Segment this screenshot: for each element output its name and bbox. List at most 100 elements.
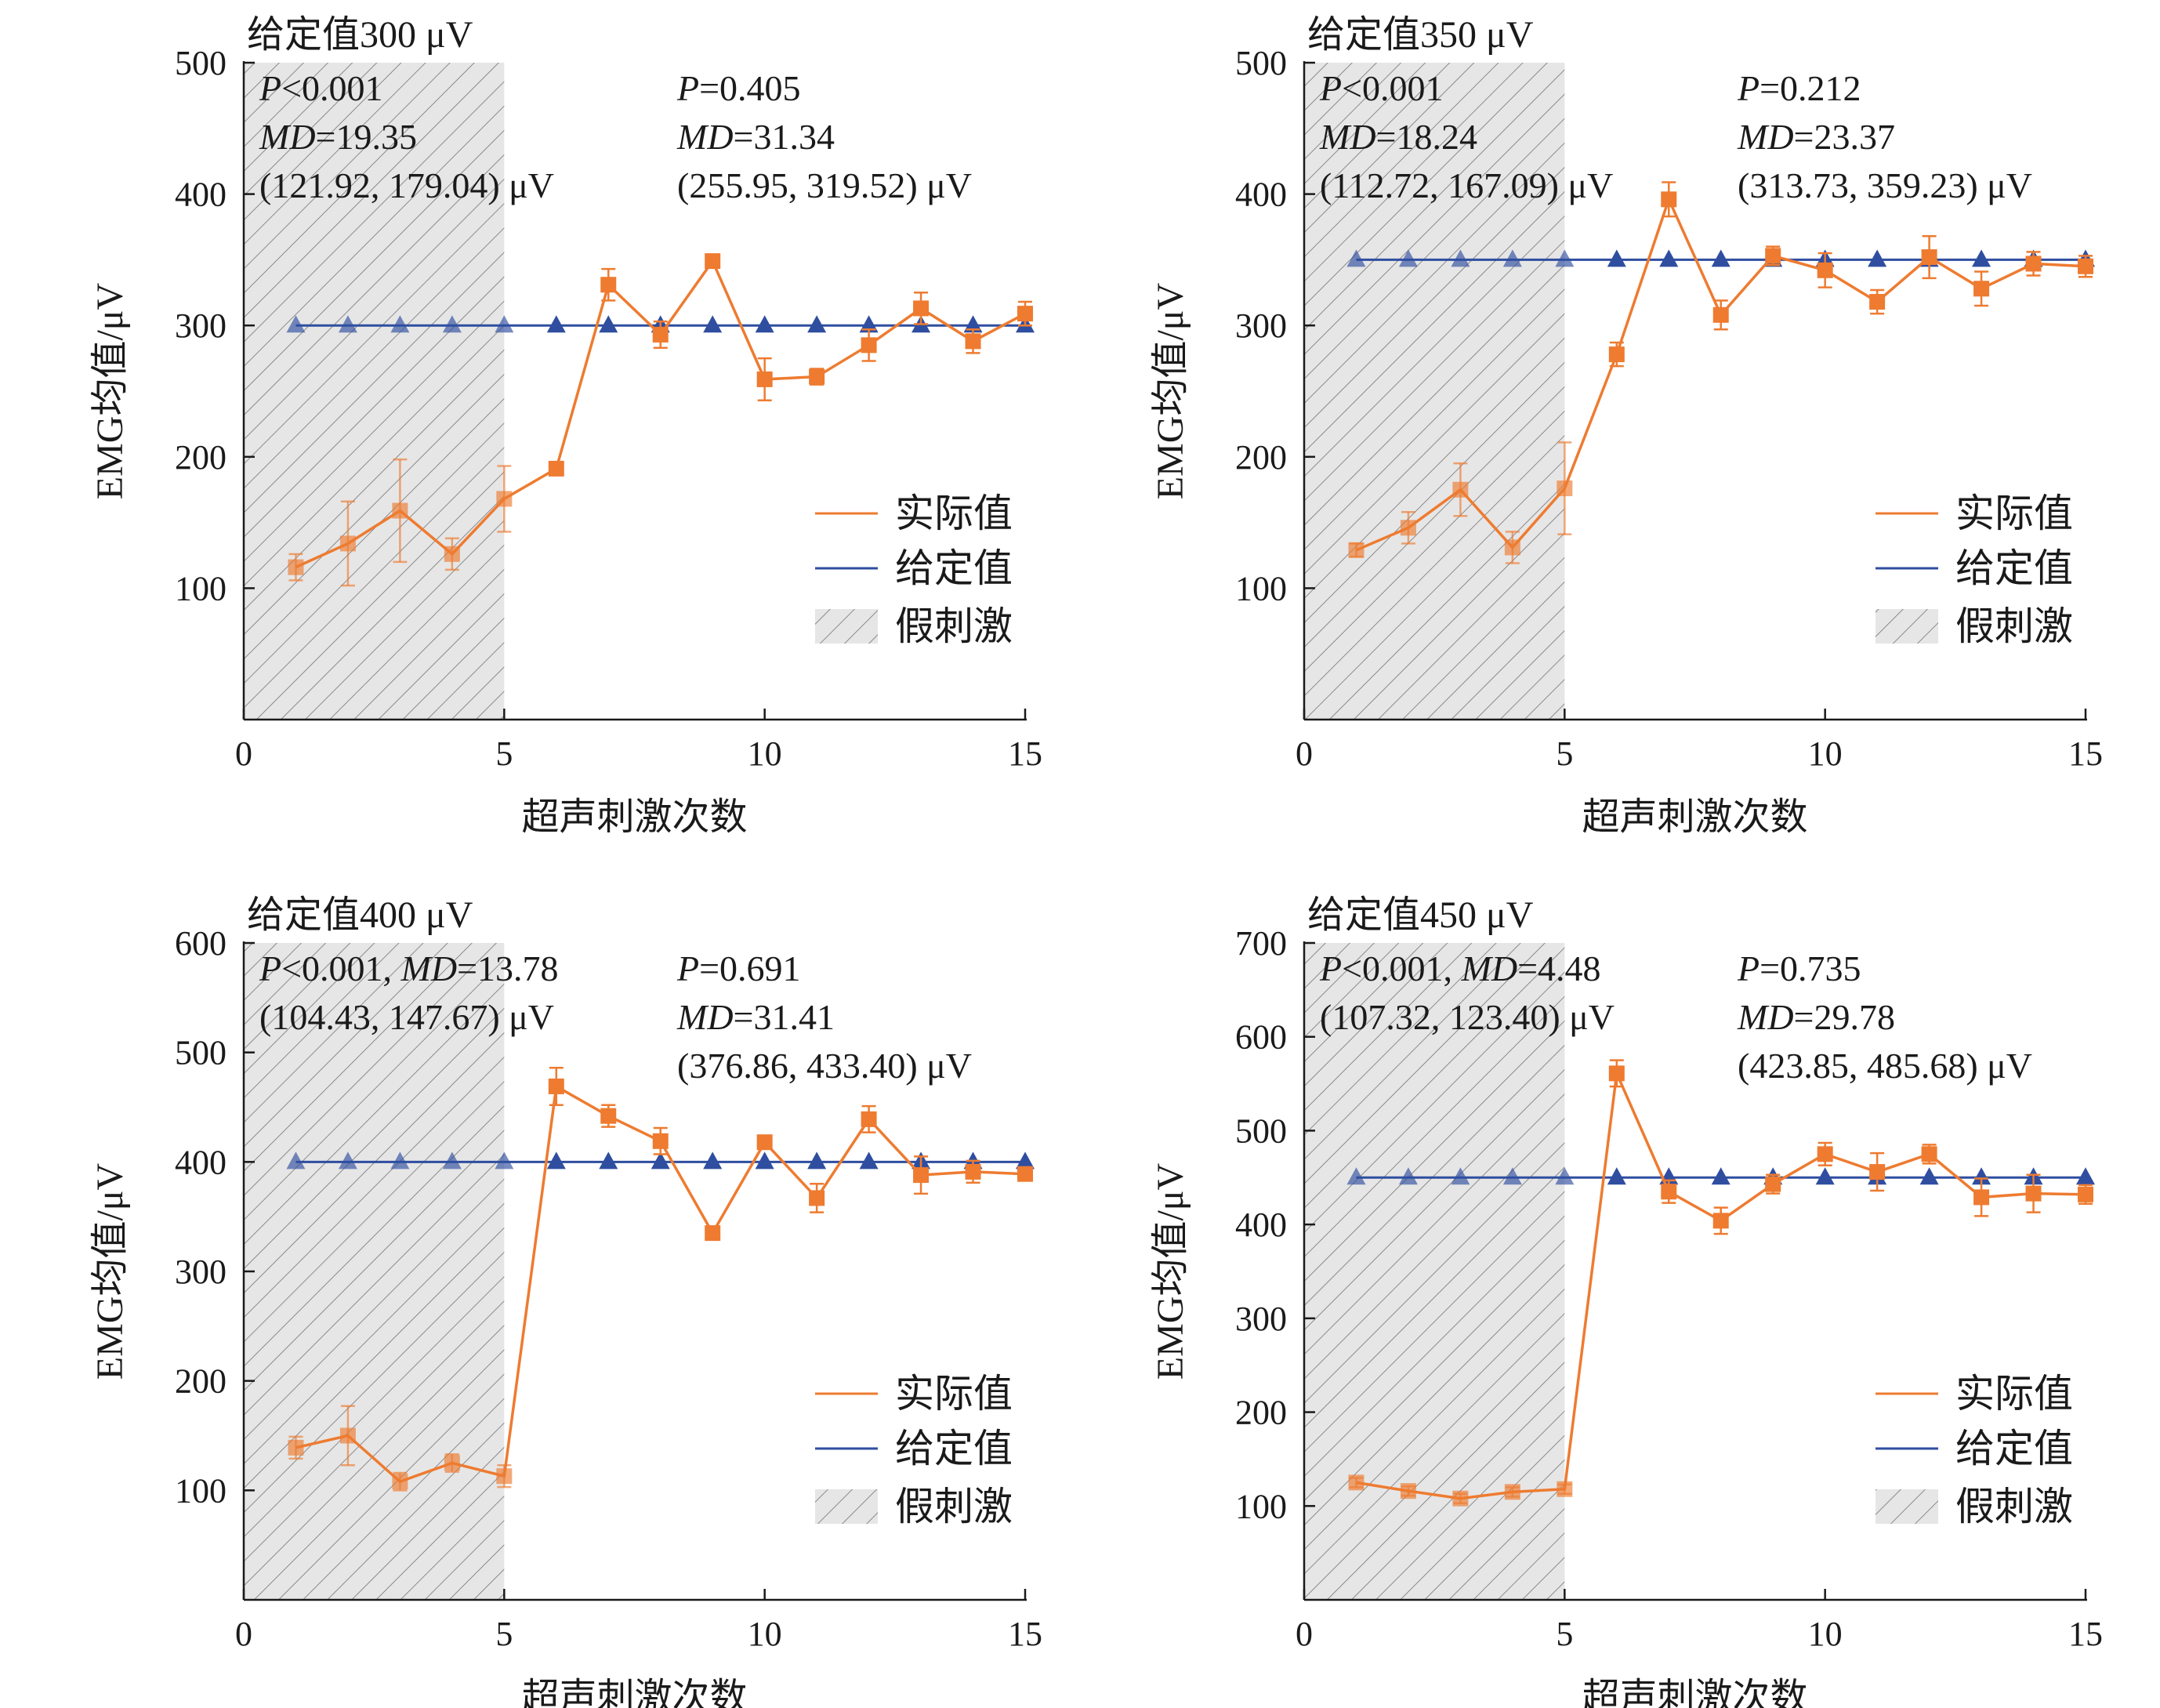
x-axis-title: 超声刺激次数 — [521, 1677, 747, 1708]
legend-label: 实际值 — [895, 1372, 1013, 1416]
data-point — [1557, 1481, 1573, 1497]
series-setpoint — [286, 1151, 1035, 1169]
y-tick-label: 400 — [175, 176, 227, 214]
stat-annotation-right: MD=23.37 — [1737, 117, 1895, 157]
data-point — [1504, 1484, 1520, 1500]
data-point — [1765, 1176, 1781, 1192]
stat-annotation-right: P=0.405 — [676, 68, 801, 108]
y-tick-label: 100 — [1235, 569, 1287, 607]
y-tick-label: 600 — [1235, 1018, 1287, 1057]
series-setpoint — [286, 315, 1035, 333]
data-point — [1607, 1167, 1626, 1185]
data-point — [1400, 520, 1416, 536]
y-tick-label: 200 — [1235, 1394, 1287, 1432]
y-tick-label: 500 — [175, 1034, 227, 1072]
legend-label: 实际值 — [895, 491, 1013, 535]
data-point — [496, 491, 513, 507]
series-actual — [1348, 1059, 2093, 1507]
stat-annotation-right: P=0.735 — [1737, 948, 1861, 988]
stat-annotation-left: P<0.001 — [259, 68, 383, 108]
x-tick-label: 5 — [495, 734, 513, 773]
y-tick-label: 300 — [1235, 1300, 1287, 1338]
stat-annotation-left: P<0.001, MD=13.78 — [259, 948, 559, 988]
data-point — [652, 326, 669, 343]
legend-label: 实际值 — [1955, 491, 2073, 535]
x-tick-label: 10 — [1808, 1615, 1843, 1653]
x-axis-title: 超声刺激次数 — [1582, 796, 1807, 838]
data-point — [1608, 346, 1625, 363]
legend-swatch — [815, 609, 878, 644]
data-point — [1398, 1167, 1418, 1185]
x-tick-label: 10 — [748, 734, 782, 773]
y-tick-label: 600 — [175, 924, 227, 963]
data-point — [1502, 1167, 1522, 1185]
data-point — [548, 460, 564, 477]
y-tick-label: 100 — [1235, 1487, 1287, 1525]
legend-label: 给定值 — [895, 1427, 1013, 1470]
y-axis-title: EMG均值/μV — [1150, 1162, 1191, 1380]
data-point — [859, 315, 879, 333]
stat-annotation-left: P<0.001 — [1319, 68, 1444, 108]
y-tick-label: 400 — [1235, 176, 1287, 214]
sham-region — [244, 63, 505, 720]
legend-label: 假刺激 — [895, 1485, 1013, 1528]
x-tick-label: 0 — [1296, 1615, 1313, 1653]
data-point — [444, 546, 460, 562]
data-point — [756, 1134, 773, 1151]
legend-label: 实际值 — [1955, 1372, 2073, 1416]
data-point — [1452, 481, 1469, 498]
x-tick-label: 10 — [1808, 734, 1843, 773]
series-setpoint — [1346, 249, 2095, 267]
data-point — [1608, 1065, 1625, 1082]
sham-region — [244, 943, 505, 1600]
stat-annotation-right: (376.86, 433.40) μV — [677, 1046, 972, 1086]
panel-title: 给定值450 μV — [1307, 894, 1534, 936]
data-point — [288, 559, 304, 575]
legend-label: 给定值 — [1955, 546, 2073, 590]
stat-annotation-right: MD=31.34 — [676, 117, 835, 157]
chart-panel-1: 0 5 10 15 100 200 300 400 500 给定值300 μV 超声刺激次数 EMG均… — [89, 14, 1042, 838]
data-point — [495, 315, 514, 333]
x-tick-label: 15 — [2068, 734, 2103, 773]
data-point — [1712, 1213, 1729, 1229]
data-point — [1400, 1483, 1416, 1499]
data-point — [913, 300, 930, 317]
data-point — [599, 315, 618, 333]
series-actual — [1348, 181, 2093, 564]
data-point — [705, 253, 721, 270]
data-point — [755, 1151, 774, 1169]
data-point — [444, 1455, 460, 1471]
data-point — [1346, 249, 1366, 267]
data-point — [1016, 1151, 1035, 1169]
x-tick-label: 15 — [1008, 734, 1042, 773]
y-tick-label: 300 — [175, 306, 227, 345]
data-point — [755, 315, 774, 333]
x-tick-label: 15 — [2068, 1615, 2103, 1653]
data-point — [2076, 1167, 2095, 1185]
data-point — [1868, 249, 1887, 267]
data-point — [756, 371, 773, 387]
data-point — [600, 277, 617, 293]
stat-annotation-left: P<0.001, MD=4.48 — [1319, 948, 1601, 988]
stat-annotation-right: (255.95, 319.52) μV — [677, 165, 972, 205]
y-tick-label: 100 — [175, 1471, 227, 1510]
data-point — [339, 1427, 356, 1444]
data-point — [1452, 1490, 1469, 1507]
x-tick-label: 5 — [1556, 1615, 1573, 1653]
legend-label: 给定值 — [1955, 1427, 2073, 1470]
data-point — [809, 368, 825, 385]
data-point — [1017, 306, 1033, 322]
y-tick-label: 200 — [175, 1362, 227, 1401]
stat-annotation-right: P=0.212 — [1737, 68, 1861, 108]
data-point — [963, 315, 983, 333]
panel-title: 给定值400 μV — [247, 894, 473, 936]
data-point — [1555, 249, 1575, 267]
y-tick-label: 500 — [1235, 44, 1287, 82]
data-point — [1711, 249, 1731, 267]
chart-panel-4: 0 5 10 15 100 200 300 400 500 600 700 给定值450 μV 超声刺激… — [1150, 894, 2103, 1708]
legend-label: 假刺激 — [1955, 604, 2073, 648]
stat-annotation-left: (104.43, 147.67) μV — [259, 997, 554, 1037]
data-point — [495, 1151, 514, 1169]
stat-annotation-right: MD=29.78 — [1737, 997, 1895, 1037]
